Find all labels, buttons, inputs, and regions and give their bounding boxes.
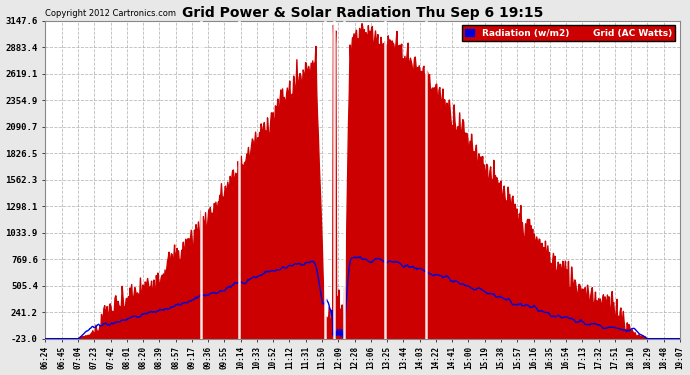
Legend: Radiation (w/m2), Grid (AC Watts): Radiation (w/m2), Grid (AC Watts) <box>462 25 676 42</box>
Title: Grid Power & Solar Radiation Thu Sep 6 19:15: Grid Power & Solar Radiation Thu Sep 6 1… <box>182 6 544 20</box>
Text: Copyright 2012 Cartronics.com: Copyright 2012 Cartronics.com <box>46 9 177 18</box>
